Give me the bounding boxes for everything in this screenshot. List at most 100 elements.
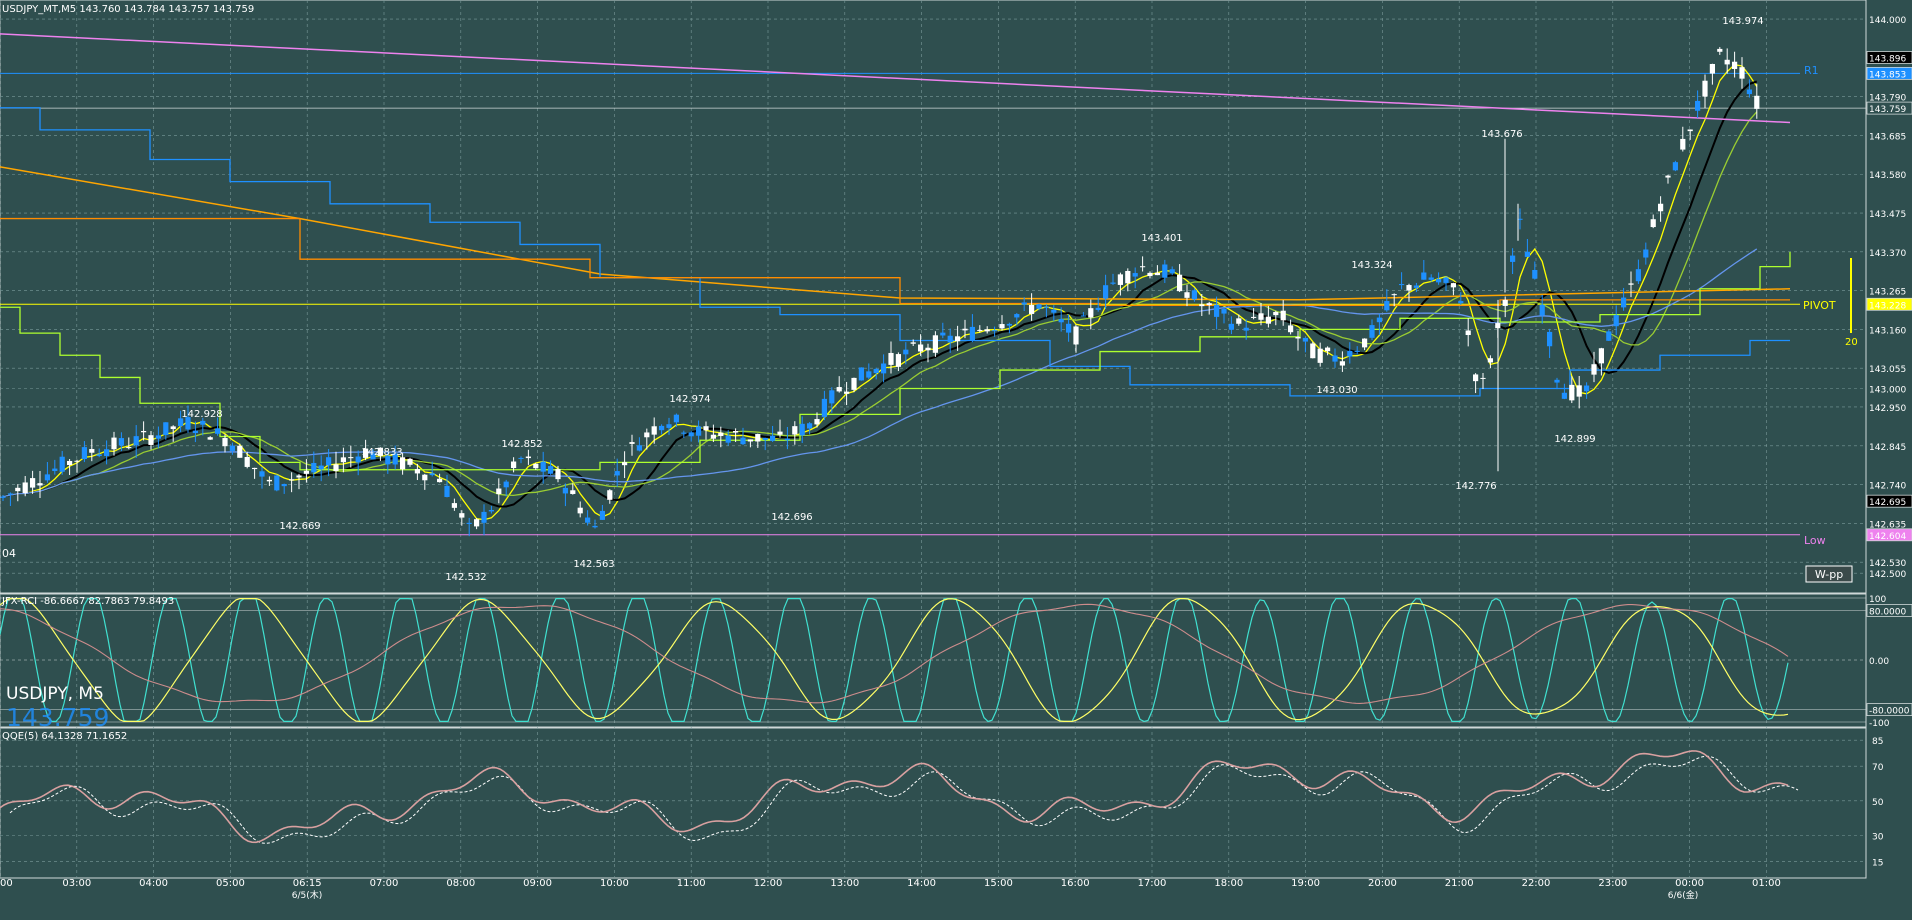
candle: [126, 437, 132, 450]
candle: [30, 470, 36, 494]
candle: [1140, 256, 1146, 272]
candle: [400, 452, 406, 475]
candle: [163, 422, 169, 440]
candle: [562, 483, 568, 507]
x-tick-label: 18:00: [1214, 878, 1243, 889]
candle: [474, 518, 480, 530]
candle: [807, 422, 813, 435]
y-tick-label: 143.228: [1869, 301, 1906, 311]
time-axis: 00 03:00 04:00 05:00 06:15 07:00 08:00 09:00 10:…: [0, 878, 1781, 901]
x-tick-label: 09:00: [523, 878, 552, 889]
x-tick-label: 05:00: [216, 878, 245, 889]
candle: [1162, 259, 1168, 283]
candle: [1066, 314, 1072, 342]
candle: [104, 440, 110, 465]
x-tick-label: 03:00: [62, 878, 91, 889]
candle: [1258, 302, 1264, 326]
rci-tick-label: -100: [1869, 719, 1890, 729]
candle: [1613, 305, 1619, 336]
candle: [1576, 376, 1582, 409]
price-tag-box: [1866, 66, 1912, 80]
x-tick-label: 12:00: [754, 878, 783, 889]
candle: [1428, 274, 1434, 282]
candle: [1021, 297, 1027, 312]
x-tick-label: 07:00: [370, 878, 399, 889]
y-tick-label: 143.790: [1869, 94, 1906, 104]
candle: [1073, 325, 1079, 353]
x-tick-label: 08:00: [446, 878, 475, 889]
candle: [237, 443, 243, 458]
candle: [1199, 293, 1205, 317]
candle: [496, 478, 502, 504]
candle: [1517, 208, 1523, 230]
candle: [1569, 376, 1575, 404]
price-annotation: 142.974: [669, 394, 710, 405]
candle: [1221, 306, 1227, 324]
candle: [681, 430, 687, 438]
candle: [422, 473, 428, 490]
candle: [1709, 63, 1715, 85]
candle: [1510, 248, 1516, 275]
y-tick-label: 143.000: [1869, 386, 1906, 396]
candle: [466, 517, 472, 537]
watermark-price: 143.759: [6, 703, 109, 732]
candle: [570, 483, 576, 495]
candle: [1680, 126, 1686, 152]
y-tick-label: 143.580: [1869, 171, 1906, 181]
candle: [725, 430, 731, 446]
candle: [1006, 322, 1012, 334]
candle: [52, 459, 58, 475]
candle: [1547, 328, 1553, 358]
candle: [866, 363, 872, 380]
candle: [141, 421, 147, 441]
candle: [1621, 287, 1627, 311]
candle: [488, 505, 494, 514]
candle: [592, 519, 598, 529]
candle: [67, 459, 73, 475]
date-label: 6/5(木): [292, 889, 323, 901]
candle: [1406, 283, 1412, 302]
edge-label: 04: [2, 547, 16, 560]
y-tick-label: 143.265: [1869, 288, 1906, 298]
rci-header: JFX-RCI -86.6667 82.7863 79.8493: [1, 596, 174, 607]
candle: [363, 439, 369, 461]
candle: [7, 492, 13, 506]
candle: [614, 458, 620, 487]
candle: [244, 451, 250, 469]
candle: [1473, 373, 1479, 394]
y-tick-label: 142.604: [1869, 532, 1906, 542]
qqe-header: QQE(5) 64.1328 71.1652: [2, 731, 127, 742]
wpp-button[interactable]: W-pp: [1805, 565, 1853, 583]
candle: [858, 367, 864, 381]
ma-slow: [2, 111, 1758, 498]
candle: [200, 417, 206, 436]
candle: [673, 413, 679, 427]
candle: [696, 420, 702, 443]
ma-long: [2, 248, 1758, 498]
candle: [1502, 296, 1508, 318]
candle: [962, 319, 968, 339]
candle: [925, 343, 931, 363]
price-annotation: 143.324: [1351, 260, 1392, 271]
price-annotation: 142.532: [445, 572, 486, 583]
price-tag-box: [1866, 494, 1912, 508]
ma-very-long: [0, 33, 1791, 124]
moving-averages: [0, 33, 1791, 521]
candle: [289, 472, 295, 493]
y-tick-label: 143.055: [1869, 365, 1906, 375]
candle: [888, 341, 894, 374]
candle: [903, 342, 909, 365]
candle: [451, 498, 457, 511]
candle: [1265, 305, 1271, 328]
candle: [1606, 330, 1612, 341]
candle: [414, 463, 420, 481]
x-tick-label: 17:00: [1138, 878, 1167, 889]
candle: [89, 439, 95, 462]
candle: [733, 428, 739, 442]
rci-tick-label: 80.0000: [1869, 607, 1906, 617]
candle: [1399, 272, 1405, 290]
candle: [81, 441, 87, 463]
candle: [74, 459, 80, 473]
candle: [1724, 48, 1730, 74]
